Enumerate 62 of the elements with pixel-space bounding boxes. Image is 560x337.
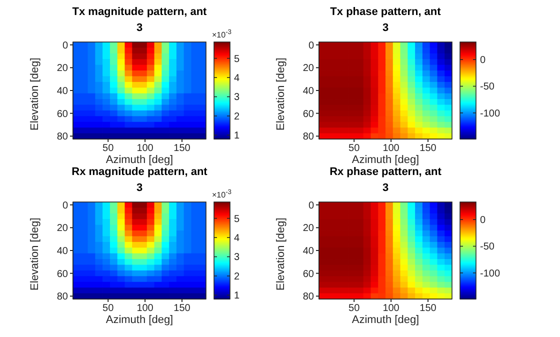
- y-tick-label: 40: [56, 86, 68, 98]
- color-bar-label: 3: [234, 92, 240, 104]
- x-tick-label: 50: [348, 303, 360, 314]
- y-tick-label: 0: [62, 40, 68, 52]
- text: ×10$^{-3}$: [212, 189, 232, 200]
- color-bar-label: 3: [234, 252, 240, 264]
- x-tick-label: 100: [136, 143, 154, 154]
- color-bar-label: 4: [234, 73, 240, 84]
- x-tick-label: 150: [420, 303, 437, 314]
- color-bar-label: -100: [480, 108, 500, 120]
- color-bar-label: 0: [480, 55, 486, 66]
- y-tick-label: 0: [308, 200, 314, 212]
- chart-title: Rx phase pattern, ant 3: [328, 166, 442, 196]
- x-tick-label: 50: [102, 303, 114, 314]
- color-bar-label: 5: [234, 54, 240, 65]
- color-bar-label: 1: [234, 290, 240, 302]
- chart-title: Tx phase pattern, ant 3: [329, 5, 442, 36]
- y-tick-label: 80: [56, 132, 68, 143]
- color-bar-label: 5: [234, 214, 240, 225]
- y-tick-label: 80: [302, 292, 314, 303]
- color-bar-label: -100: [480, 268, 500, 280]
- color-bar-label: 1: [234, 130, 240, 142]
- y-axis-title: Elevation [deg]: [274, 58, 287, 130]
- y-axis-title: Elevation [deg]: [28, 58, 41, 130]
- y-tick-label: 60: [302, 268, 314, 280]
- y-tick-label: 20: [56, 63, 68, 74]
- x-axis-title: Azimuth [deg]: [352, 314, 420, 326]
- y-tick-label: 0: [308, 40, 314, 52]
- chart-title: Rx magnitude pattern, ant 3: [72, 166, 208, 194]
- x-tick-label: 100: [382, 143, 400, 154]
- y-axis-title: Elevation [deg]: [28, 218, 41, 290]
- y-axis-title: Elevation [deg]: [274, 218, 287, 290]
- chart-title: Tx magnitude pattern, ant 3: [72, 6, 207, 34]
- text: ×10$^{-3}$: [212, 29, 232, 40]
- x-axis-title: Azimuth [deg]: [352, 154, 420, 166]
- y-tick-label: 20: [56, 223, 68, 234]
- y-tick-label: 60: [56, 108, 68, 120]
- color-bar-label: 0: [480, 215, 486, 226]
- y-tick-label: 20: [302, 223, 314, 234]
- x-tick-label: 100: [136, 303, 154, 314]
- x-tick-label: 50: [348, 143, 360, 154]
- x-tick-label: 150: [174, 143, 191, 154]
- y-tick-label: 60: [56, 268, 68, 280]
- y-tick-label: 40: [302, 86, 314, 98]
- x-tick-label: 150: [174, 303, 191, 314]
- y-tick-label: 80: [302, 132, 314, 143]
- y-tick-label: 0: [62, 200, 68, 212]
- y-tick-label: 40: [302, 246, 314, 258]
- x-tick-label: 100: [382, 303, 400, 314]
- y-tick-label: 80: [56, 292, 68, 303]
- y-tick-label: 20: [302, 63, 314, 74]
- x-tick-label: 50: [102, 143, 114, 154]
- color-bar-label: 2: [234, 271, 240, 282]
- color-bar-label: -50: [480, 242, 495, 253]
- x-tick-label: 150: [420, 143, 437, 154]
- y-tick-label: 40: [56, 246, 68, 258]
- x-axis-title: Azimuth [deg]: [106, 314, 174, 326]
- x-axis-title: Azimuth [deg]: [106, 154, 174, 166]
- color-bar-label: 4: [234, 233, 240, 244]
- color-bar-label: 2: [234, 111, 240, 122]
- y-tick-label: 60: [302, 108, 314, 120]
- color-bar-label: -50: [480, 82, 495, 93]
